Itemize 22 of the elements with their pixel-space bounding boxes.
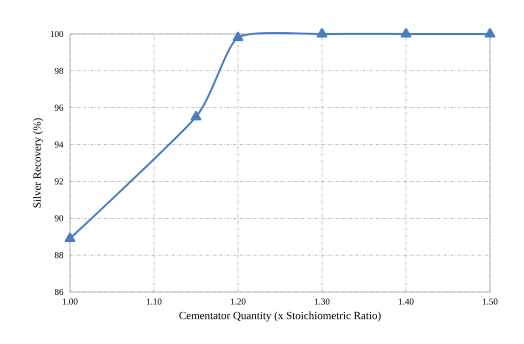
y-tick-label: 96 <box>54 104 64 111</box>
point <box>400 28 412 38</box>
y-tick-label: 100 <box>50 30 64 38</box>
y-tick-label: 88 <box>54 252 64 258</box>
x-tick-label: 1.10 <box>146 298 162 305</box>
x-tick-label: 1.30 <box>314 298 330 305</box>
x-tick-label: 1.20 <box>230 298 246 305</box>
x-axis-title: Cementator Quantity (x Stoichiometric Ratio) <box>179 312 381 322</box>
y-tick-label: 94 <box>54 142 64 148</box>
y-tick-label: 92 <box>54 178 63 184</box>
point <box>232 32 244 42</box>
point <box>64 232 76 242</box>
y-tick-label: 86 <box>54 288 64 296</box>
x-tick-label: 1.00 <box>62 298 78 305</box>
y-tick-label: 98 <box>54 68 64 74</box>
x-tick-label: 1.40 <box>398 298 414 305</box>
point <box>316 28 328 38</box>
point <box>484 28 496 38</box>
point <box>190 110 202 120</box>
y-tick-label: 90 <box>54 215 64 222</box>
x-tick-label: 1.50 <box>482 298 498 305</box>
y-axis-title: Silver Recovery (%) <box>33 118 44 208</box>
